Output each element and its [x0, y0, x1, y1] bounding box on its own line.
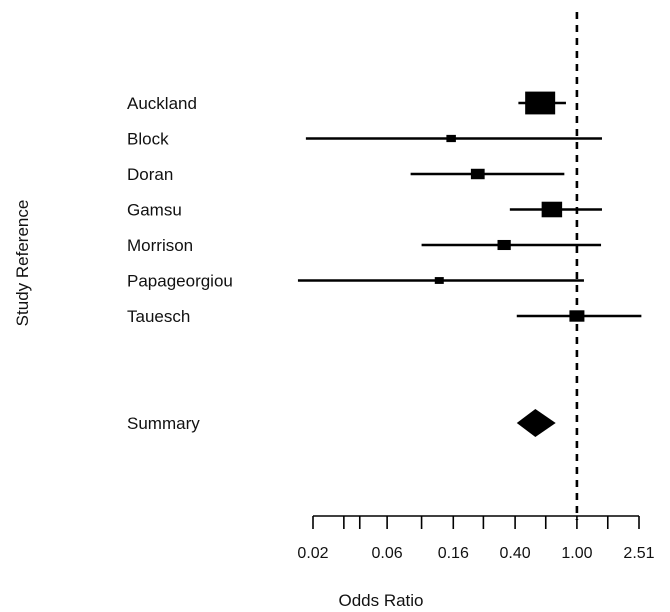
x-axis-title: Odds Ratio [338, 591, 423, 610]
x-tick-label: 2.51 [623, 545, 654, 562]
summary-diamond [516, 409, 556, 437]
x-tick-label: 1.00 [561, 545, 592, 562]
study-label-papageorgiou: Papageorgiou [127, 272, 233, 291]
point-estimate-doran [470, 168, 485, 180]
study-rows: Auckland Block Doran Gamsu Morrison Papageorg… [127, 91, 642, 326]
summary-label: Summary [127, 414, 200, 433]
study-label-tauesch: Tauesch [127, 307, 190, 326]
study-label-gamsu: Gamsu [127, 201, 182, 220]
x-tick-label: 0.40 [500, 545, 531, 562]
study-label-block: Block [127, 130, 169, 149]
point-estimate-gamsu [541, 201, 563, 218]
point-estimate-block [446, 134, 456, 143]
y-axis-title: Study Reference [13, 200, 32, 327]
summary-row: Summary [127, 409, 556, 437]
x-tick-label: 0.06 [372, 545, 403, 562]
point-estimate-papageorgiou [434, 277, 444, 284]
study-label-morrison: Morrison [127, 236, 193, 255]
point-estimate-morrison [497, 239, 511, 251]
point-estimate-auckland [525, 91, 556, 115]
x-tick-label: 0.02 [297, 545, 328, 562]
x-axis: 0.02 0.06 0.16 0.40 1.00 2.51 [297, 515, 655, 562]
study-label-doran: Doran [127, 165, 173, 184]
point-estimate-tauesch [569, 310, 585, 322]
study-label-auckland: Auckland [127, 94, 197, 113]
x-tick-label: 0.16 [438, 545, 469, 562]
